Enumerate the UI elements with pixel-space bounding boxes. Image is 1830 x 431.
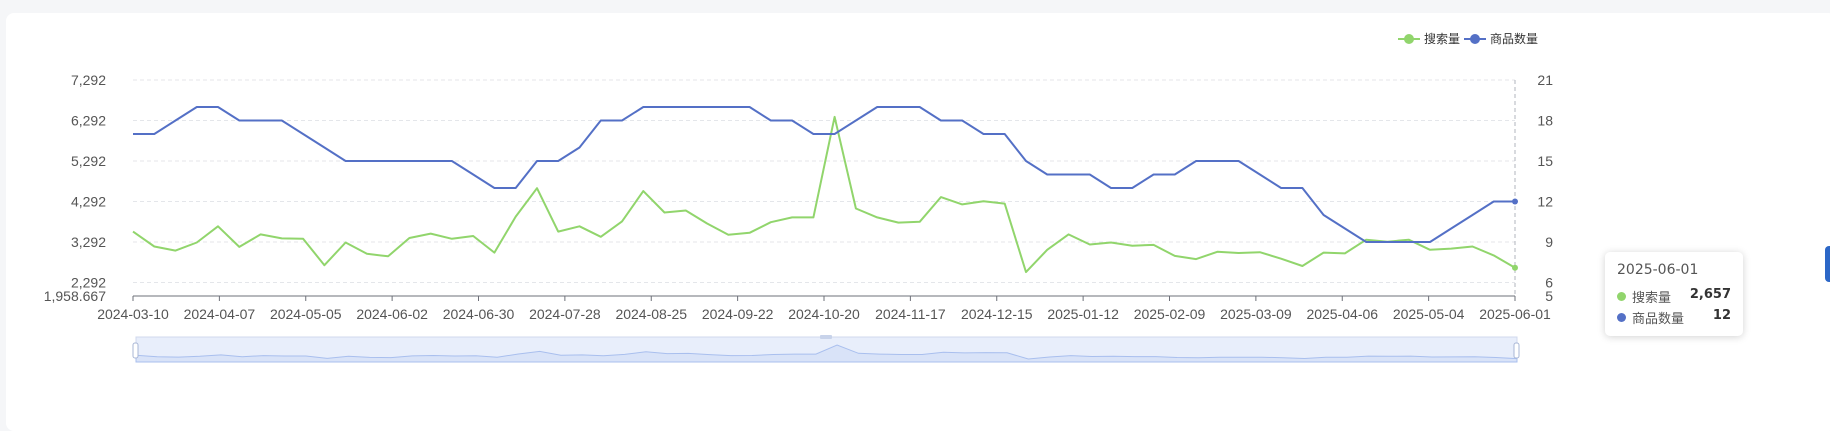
zoom-drag-grip xyxy=(820,335,832,339)
x-tick-label: 2024-04-07 xyxy=(184,306,256,322)
hover-point-search xyxy=(1512,264,1518,271)
tooltip-row-products: 商品数量 12 xyxy=(1617,307,1731,327)
tooltip-name-search: 搜索量 xyxy=(1632,291,1672,306)
y-left-tick-label: 7,292 xyxy=(71,72,106,88)
x-tick-label: 2024-07-28 xyxy=(529,306,601,322)
x-tick-label: 2024-12-15 xyxy=(961,306,1033,322)
y-right-tick-label: 9 xyxy=(1545,234,1553,250)
x-tick-label: 2025-04-06 xyxy=(1306,306,1378,322)
zoom-preview-area xyxy=(135,344,1518,363)
y-right-tick-label: 5 xyxy=(1545,288,1553,304)
x-tick-label: 2025-03-09 xyxy=(1220,306,1292,322)
zoom-handle-left xyxy=(132,342,139,359)
y-left-tick-label: 4,292 xyxy=(71,194,106,210)
x-tick-label: 2024-06-30 xyxy=(443,306,515,322)
y-right-tick-label: 21 xyxy=(1537,72,1553,88)
x-tick-label: 2024-05-05 xyxy=(270,306,342,322)
data-zoom-slider[interactable] xyxy=(132,335,1520,363)
x-tick-label: 2024-06-02 xyxy=(356,306,428,322)
y-right-tick-label: 18 xyxy=(1537,113,1553,129)
series-line-search xyxy=(132,115,1516,274)
x-tick-label: 2025-01-12 xyxy=(1047,306,1119,322)
legend-label-0: 搜索量 xyxy=(1424,31,1460,46)
y-right-tick-label: 6 xyxy=(1545,275,1553,291)
x-tick-label: 2024-10-20 xyxy=(788,306,860,322)
legend[interactable]: 搜索量 商品数量 xyxy=(1398,31,1538,46)
y-right-tick-label: 12 xyxy=(1537,194,1553,210)
x-tick-label: 2025-05-04 xyxy=(1393,306,1465,322)
x-tick-label: 2025-06-01 xyxy=(1479,306,1551,322)
grid-lines xyxy=(133,79,1515,283)
side-scroll-handle[interactable] xyxy=(1825,246,1830,282)
tooltip-title: 2025-06-01 xyxy=(1617,262,1699,278)
x-tick-label: 2024-08-25 xyxy=(615,306,687,322)
series-lines[interactable] xyxy=(132,106,1518,274)
chart-tooltip: 2025-06-01 搜索量 2,657 商品数量 12 xyxy=(1605,252,1743,336)
zoom-handle-right xyxy=(1513,342,1520,359)
y-left-tick-label: 6,292 xyxy=(71,113,106,129)
x-tick-label: 2024-11-17 xyxy=(875,306,946,322)
legend-marker-1 xyxy=(1470,34,1480,44)
hover-point-products xyxy=(1512,198,1518,205)
tooltip-value-search: 2,657 xyxy=(1689,287,1731,302)
y-left-tick-label: 3,292 xyxy=(71,234,106,250)
x-tick-label: 2024-03-10 xyxy=(97,306,169,322)
tooltip-row-search: 搜索量 2,657 xyxy=(1617,286,1731,306)
tooltip-dot-search xyxy=(1617,292,1626,301)
x-tick-label: 2025-02-09 xyxy=(1134,306,1206,322)
legend-marker-0 xyxy=(1404,34,1414,44)
series-line-products xyxy=(133,106,1515,243)
x-tick-label: 2024-09-22 xyxy=(702,306,774,322)
y-left-tick-label: 1,958.667 xyxy=(44,288,106,304)
y-left-tick-label: 2,292 xyxy=(71,275,106,291)
y-right-tick-label: 15 xyxy=(1537,153,1553,169)
legend-label-1: 商品数量 xyxy=(1490,31,1538,46)
tooltip-dot-products xyxy=(1617,313,1626,322)
tooltip-name-products: 商品数量 xyxy=(1632,312,1685,327)
tooltip-value-products: 12 xyxy=(1712,308,1731,323)
y-left-tick-label: 5,292 xyxy=(71,153,106,169)
